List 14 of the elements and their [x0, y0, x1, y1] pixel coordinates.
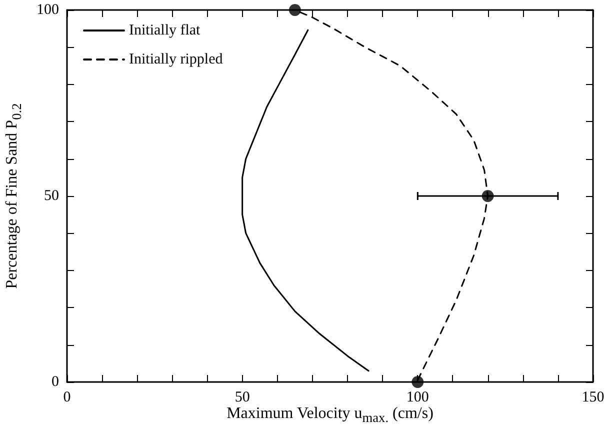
point — [482, 190, 494, 202]
point — [412, 376, 424, 388]
point — [288, 4, 301, 16]
y-tick-label: 0 — [52, 374, 59, 390]
legend-label: Initially flat — [129, 22, 202, 38]
x-tick-label: 150 — [582, 390, 604, 406]
x-tick-label: 100 — [406, 390, 429, 406]
x-tick-label: 50 — [234, 390, 250, 406]
x-tick-label: 0 — [63, 390, 71, 406]
line-series — [242, 29, 370, 372]
x-axis-title: Maximum Velocity u$_{max.}$ (cm/s) — [226, 405, 434, 426]
legend-label: Initially rippled — [129, 52, 224, 68]
y-tick-label: 100 — [36, 2, 59, 18]
y-tick-label: 50 — [44, 188, 59, 204]
